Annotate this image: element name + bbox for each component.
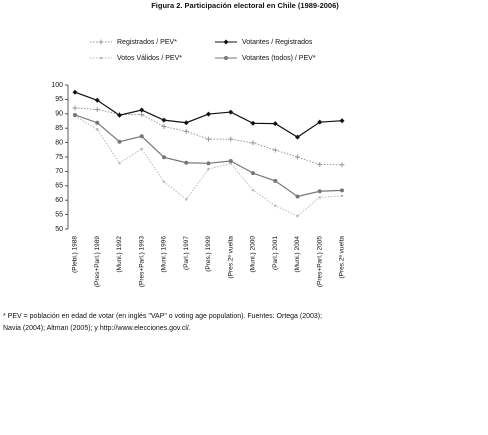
marker [206, 136, 211, 142]
marker [72, 89, 78, 95]
marker [250, 120, 256, 126]
legend-label: Votantes / Registrados [242, 39, 313, 46]
x-tick-label: (Pres+Parl.) 1993 [138, 236, 145, 288]
marker [72, 105, 78, 111]
marker [73, 112, 77, 117]
y-tick-label: 50 [55, 226, 63, 233]
marker [206, 161, 211, 166]
marker [339, 118, 345, 124]
marker [295, 194, 300, 199]
marker [95, 128, 99, 131]
marker [272, 121, 278, 127]
marker [140, 147, 144, 151]
marker [162, 155, 166, 160]
note: Navia (2004); Altman (2005); y http://ww… [3, 325, 191, 332]
y-tick-label: 95 [55, 96, 63, 103]
marker [139, 107, 145, 113]
marker [161, 123, 167, 129]
x-tick-label: (Muni.) 1992 [116, 236, 123, 273]
marker [295, 134, 300, 140]
marker [206, 111, 211, 117]
x-tick-label: (Pres+Parl.) 1989 [94, 236, 101, 288]
marker [340, 188, 344, 193]
legend-label: Votos Válidos / PEV* [117, 55, 182, 62]
marker [339, 162, 345, 168]
marker [295, 154, 300, 160]
y-tick-label: 65 [55, 183, 63, 190]
marker [183, 128, 189, 134]
marker [117, 139, 122, 144]
y-tick-label: 80 [55, 139, 63, 146]
x-tick-label: (Muni.) 2000 [250, 236, 257, 273]
y-tick-label: 60 [55, 197, 63, 204]
marker [317, 189, 322, 194]
note: * PEV = población en edad de votar (en i… [3, 313, 322, 320]
marker [99, 56, 103, 60]
x-tick-label: (Parl.) 2001 [272, 236, 279, 270]
marker [207, 167, 210, 171]
marker [228, 109, 234, 115]
legend-label: Votantes (todos) / PEV* [242, 55, 316, 62]
x-tick-label: (Muni.) 2004 [294, 236, 301, 273]
marker [184, 198, 188, 201]
chart-title: Figura 2. Participación electoral en Chi… [151, 1, 339, 10]
marker [318, 196, 322, 199]
series-line [74, 115, 343, 217]
marker [139, 134, 144, 139]
x-tick-label: (Muni.) 1996 [161, 236, 168, 273]
marker [223, 39, 229, 45]
marker [228, 159, 233, 164]
marker [296, 214, 299, 218]
marker [251, 188, 255, 192]
legend-label: Registrados / PEV* [117, 39, 177, 46]
marker [272, 147, 278, 153]
x-tick-label: (Pres.2ª vuelta [227, 236, 234, 279]
marker [184, 160, 189, 165]
marker [340, 194, 344, 198]
x-tick-label: (Plebi.) 1988 [72, 236, 79, 273]
marker [228, 136, 234, 142]
x-tick-label: (Pres.) 1999 [205, 236, 212, 272]
marker [98, 39, 104, 45]
y-tick-label: 55 [55, 211, 63, 218]
marker [94, 106, 100, 112]
marker [317, 119, 323, 125]
x-tick-label: (Pres.2ª vuelta [339, 236, 346, 279]
y-tick-label: 90 [55, 111, 63, 118]
marker [273, 178, 278, 183]
y-tick-label: 85 [55, 125, 63, 132]
marker [94, 97, 100, 103]
y-tick-label: 70 [55, 168, 63, 175]
marker [161, 117, 167, 123]
marker [162, 180, 166, 184]
marker [250, 140, 256, 146]
marker [95, 120, 100, 125]
y-tick-label: 75 [55, 154, 63, 161]
marker [273, 204, 277, 207]
marker [251, 171, 255, 176]
marker [117, 112, 122, 118]
marker [139, 112, 145, 118]
x-tick-label: (Pres+Parl.) 2005 [316, 236, 323, 288]
x-tick-label: (Parl.) 1997 [183, 236, 190, 270]
y-tick-label: 100 [51, 82, 63, 89]
marker [183, 120, 189, 126]
marker [224, 56, 228, 60]
marker [317, 161, 323, 167]
marker [118, 161, 121, 165]
